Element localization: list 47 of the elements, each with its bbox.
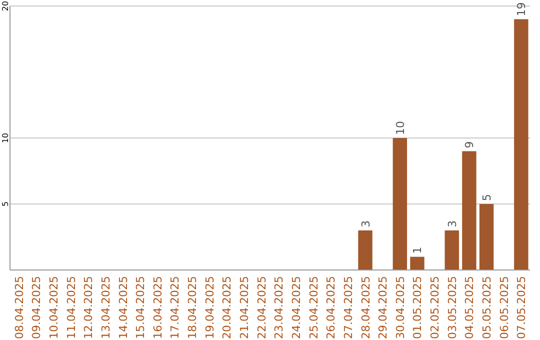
data-label: 1 [411,246,424,254]
x-tick-label: 01.05.2025 [411,276,424,339]
bar [410,256,424,270]
x-tick-label: 28.04.2025 [359,276,372,339]
x-tick-label: 20.04.2025 [220,276,234,339]
x-tick-label: 03.05.2025 [446,276,459,339]
x-tick-label: 26.04.2025 [324,276,338,339]
x-tick-label: 17.04.2025 [168,276,182,339]
x-tick-label: 02.05.2025 [428,276,442,339]
x-tick-label: 06.05.2025 [498,276,511,339]
x-tick-label: 04.05.2025 [463,276,476,339]
data-label: 5 [480,194,494,201]
bar [358,230,372,270]
bar [479,204,494,270]
x-tick-label: 23.04.2025 [272,276,286,339]
x-tick-label: 07.05.2025 [515,276,528,339]
data-label: 3 [359,220,372,228]
bar [462,151,476,270]
y-tick-label: 5 [1,201,10,207]
x-tick-label: 22.04.2025 [255,276,268,339]
bar [514,19,528,270]
x-tick-label: 15.04.2025 [134,276,148,339]
x-tick-label: 08.04.2025 [12,276,26,339]
x-tick-label: 21.04.2025 [238,276,252,339]
x-tick-label: 14.04.2025 [116,276,130,339]
x-tick-label: 30.04.2025 [394,276,407,339]
x-tick-label: 19.04.2025 [203,276,216,339]
data-label: 9 [463,141,476,148]
x-tick-label: 13.04.2025 [99,276,112,339]
x-tick-label: 24.04.2025 [290,276,303,339]
bar [392,138,408,270]
x-tick-label: 16.04.2025 [151,276,164,339]
x-tick-label: 10.04.2025 [47,276,60,339]
x-tick-label: 29.04.2025 [376,276,390,339]
y-tick-label: 20 [1,0,10,12]
data-label: 3 [446,220,459,228]
x-tick-label: 25.04.2025 [307,276,320,339]
y-tick-label: 10 [1,132,10,144]
x-tick-label: 11.04.2025 [64,276,78,339]
x-tick-label: 09.04.2025 [30,276,44,339]
x-tick-label: 27.04.2025 [342,276,355,339]
bar [444,230,459,270]
x-tick-label: 05.05.2025 [480,276,494,339]
data-label: 19 [515,2,528,16]
x-tick-label: 12.04.2025 [82,276,96,339]
x-tick-label: 18.04.2025 [186,276,200,339]
data-label: 10 [394,121,407,135]
